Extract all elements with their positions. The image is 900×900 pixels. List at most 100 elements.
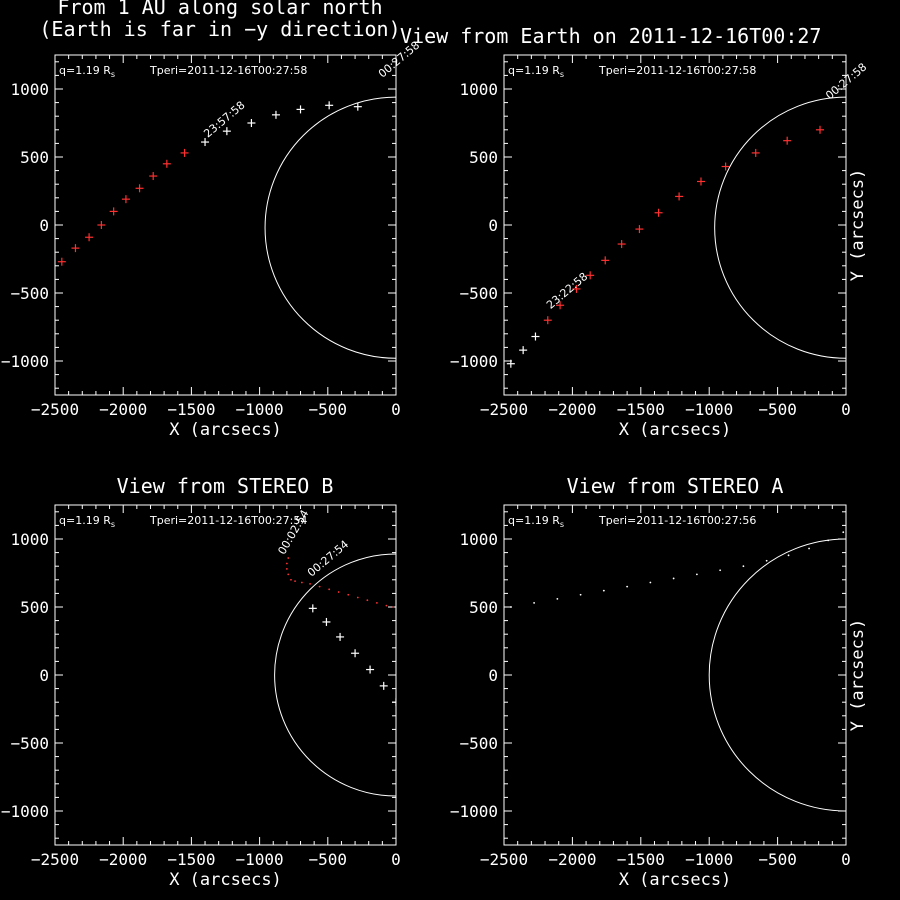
x-tick-label: −2500 <box>480 850 528 869</box>
data-point <box>696 177 705 186</box>
data-point <box>579 593 582 596</box>
data-point <box>672 577 675 580</box>
data-point <box>353 102 362 111</box>
x-tick-label: −1000 <box>685 850 733 869</box>
x-tick-label: −2500 <box>31 400 79 419</box>
y-tick-label: −1000 <box>1 352 49 371</box>
solar-disk-limb <box>708 538 846 812</box>
data-point <box>287 557 290 559</box>
data-point <box>695 573 698 576</box>
data-point <box>356 596 359 599</box>
data-point <box>296 105 305 114</box>
panel-earth: −2500 −2000 −1500 −1000 −500 0 −1000 −500 0 500 10… <box>400 24 869 440</box>
data-point <box>783 136 792 145</box>
y-tick-label: −500 <box>10 284 49 303</box>
x-tick-label: −1500 <box>617 850 665 869</box>
panel-solar-north: From 1 AU along solar north (Earth is fa… <box>1 0 422 440</box>
x-tick-label: −500 <box>309 400 348 419</box>
data-point <box>506 359 515 368</box>
x-tick-label: −1500 <box>617 400 665 419</box>
data-point <box>509 606 512 608</box>
y-axis-label: Y (arcsecs) <box>848 619 868 732</box>
data-point <box>290 578 292 581</box>
data-point <box>601 256 610 265</box>
y-tick-label: 500 <box>469 148 498 167</box>
data-point <box>351 649 360 658</box>
x-tick-label: −1000 <box>236 400 284 419</box>
perihelion-time-label: Tperi=2011-12-16T00:27:58 <box>149 64 307 77</box>
data-point <box>325 101 334 110</box>
solar-disk-limb <box>274 553 396 797</box>
data-point <box>586 271 595 280</box>
data-point <box>366 665 375 674</box>
data-point <box>635 225 644 234</box>
data-point <box>135 184 144 193</box>
data-point <box>572 284 581 293</box>
x-tick-label: −500 <box>758 400 797 419</box>
y-tick-label: −1000 <box>450 352 498 371</box>
x-axis-label: X (arcsecs) <box>169 870 282 890</box>
panel-title: View from STEREO B <box>117 474 334 498</box>
plot-content <box>57 96 396 359</box>
x-axis-label: X (arcsecs) <box>619 420 732 440</box>
data-point <box>336 632 345 641</box>
data-point <box>322 617 331 626</box>
data-point <box>787 554 790 557</box>
plot-content <box>274 553 396 797</box>
data-point <box>654 208 663 217</box>
data-point <box>285 568 288 570</box>
y-tick-label: −1000 <box>1 802 49 821</box>
data-point <box>626 585 629 588</box>
x-axis-label: X (arcsecs) <box>619 870 732 890</box>
data-point <box>57 257 66 266</box>
x-axis-label: X (arcsecs) <box>169 420 282 440</box>
data-point <box>543 316 552 325</box>
data-point <box>751 148 760 157</box>
perihelion-time-label: Tperi=2011-12-16T00:27:56 <box>598 514 756 527</box>
data-point <box>109 207 118 216</box>
plot-content <box>509 531 846 812</box>
data-point <box>366 599 369 602</box>
data-point <box>308 604 317 613</box>
plot-area-stereo-b: −2500 −2000 −1500 −1000 −500 0 −1000 −500 0 500 10… <box>1 504 401 890</box>
data-point <box>533 602 535 604</box>
data-point <box>602 589 605 592</box>
data-point <box>376 602 378 604</box>
data-point <box>347 593 350 596</box>
y-tick-label: 1000 <box>10 80 49 99</box>
data-point <box>842 531 845 534</box>
x-tick-label: 0 <box>841 400 851 419</box>
data-point <box>300 581 303 584</box>
data-point <box>85 233 94 242</box>
data-point <box>337 591 340 593</box>
x-tick-label: −1000 <box>685 400 733 419</box>
data-point <box>721 162 730 171</box>
y-tick-label: 0 <box>39 666 49 685</box>
x-tick-label: −500 <box>758 850 797 869</box>
x-tick-label: −2000 <box>548 400 596 419</box>
data-point <box>808 547 810 550</box>
x-tick-label: 0 <box>841 850 851 869</box>
data-point <box>318 585 321 588</box>
x-tick-label: −1500 <box>167 400 215 419</box>
plot-area-solar-north: −2500 −2000 −1500 −1000 −500 0 −1000 −500 0 500 10… <box>1 39 422 440</box>
data-point <box>328 588 331 591</box>
plot-content <box>506 96 846 368</box>
panel-title: View from STEREO A <box>567 474 784 498</box>
y-tick-label: 500 <box>20 148 49 167</box>
y-tick-label: 1000 <box>10 530 49 549</box>
plot-frame <box>54 504 397 846</box>
data-point <box>765 559 768 562</box>
data-point <box>180 148 189 157</box>
perihelion-distance-label: q=1.19 Rs <box>508 64 564 79</box>
time-annotation: 00:27:54 <box>305 538 351 580</box>
time-annotation: 23:22:58 <box>544 270 590 312</box>
x-tick-label: −2000 <box>99 400 147 419</box>
y-tick-label: 0 <box>39 216 49 235</box>
data-point <box>285 562 288 565</box>
data-point <box>271 110 280 119</box>
time-annotation: 23:57:58 <box>201 99 247 141</box>
x-tick-label: −2500 <box>31 850 79 869</box>
data-point <box>222 127 231 136</box>
